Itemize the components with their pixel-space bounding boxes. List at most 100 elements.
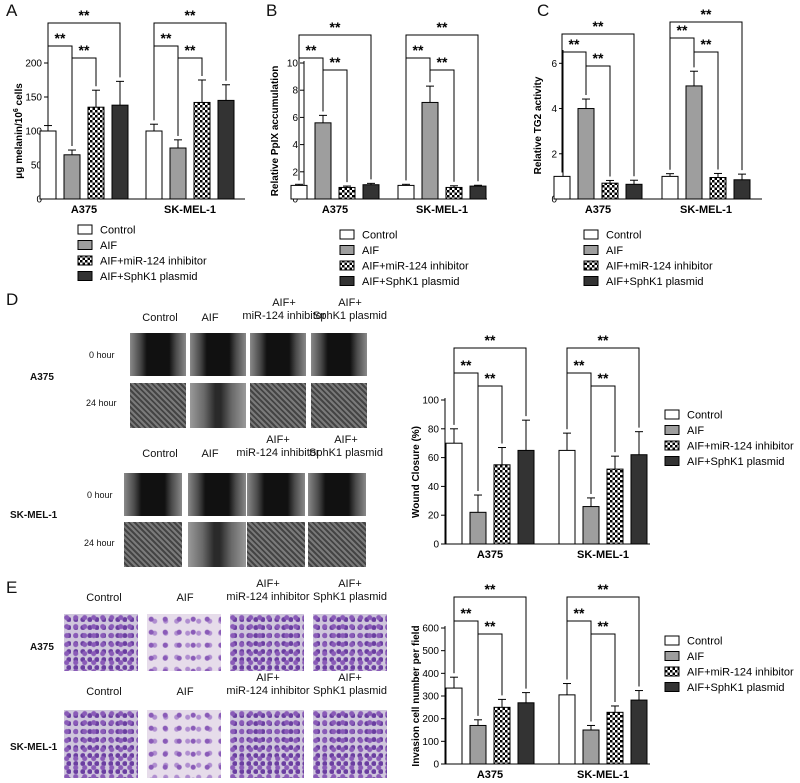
bar-D-A375-3 xyxy=(517,449,535,545)
panel-letter-d: D xyxy=(6,290,19,309)
legend-label: AIF+miR-124 inhibitor xyxy=(687,441,794,453)
bar-A-SK-MEL-1-0 xyxy=(145,130,163,200)
significance-marker: ** xyxy=(593,18,604,34)
bar-B-SK-MEL-1-0 xyxy=(397,184,415,200)
significance-bracket xyxy=(477,385,503,492)
significance-bracket xyxy=(566,347,640,430)
y-tick-label: 20 xyxy=(428,511,440,522)
y-tick-label: 500 xyxy=(422,646,439,657)
y-tick-label: 10 xyxy=(287,59,299,70)
x-category-label: A375 xyxy=(322,204,348,216)
legend-swatch xyxy=(339,245,355,255)
col-header-inhibitor-e2: AIF+ miR-124 inhibitor xyxy=(226,672,310,697)
significance-marker: ** xyxy=(185,42,196,58)
panel-letter-b: B xyxy=(266,1,278,20)
significance-bracket xyxy=(405,34,479,182)
col-header-sphk1-a375: AIF+ SphK1 plasmid xyxy=(313,297,387,322)
bar-B-SK-MEL-1-1 xyxy=(421,101,439,200)
significance-bracket xyxy=(71,57,97,147)
y-axis-label: Relative TG2 activity xyxy=(533,76,544,174)
legend-label: AIF+miR-124 inhibitor xyxy=(362,261,469,273)
panel-letter-a: A xyxy=(6,1,18,20)
col-header-aif-e1: AIF xyxy=(176,592,194,604)
y-tick-label: 80 xyxy=(428,424,440,435)
significance-bracket xyxy=(153,45,179,136)
legend-swatch xyxy=(77,271,93,281)
significance-marker: ** xyxy=(413,42,424,58)
legend-swatch xyxy=(339,276,355,286)
col-header-inhibitor-a375: AIF+ miR-124 inhibitor xyxy=(242,297,326,322)
bar-A-SK-MEL-1-1 xyxy=(169,147,187,200)
significance-bracket xyxy=(693,51,719,170)
significance-marker: ** xyxy=(79,7,90,23)
wound-photo-skmel-24h xyxy=(124,522,182,567)
legend-label: AIF+SphK1 plasmid xyxy=(687,682,785,694)
significance-marker: ** xyxy=(574,357,585,373)
legend-label: Control xyxy=(100,225,135,237)
bar-E-SK-MEL-1-3 xyxy=(630,699,648,765)
wound-photo-skmel-0h xyxy=(308,473,366,516)
panel-letter-e: E xyxy=(6,578,18,597)
bar-C-SK-MEL-1-2 xyxy=(709,177,727,200)
significance-bracket xyxy=(153,22,227,121)
y-tick-label: 4 xyxy=(551,104,557,115)
significance-bracket xyxy=(561,33,635,177)
significance-marker: ** xyxy=(306,42,317,58)
bar-A-A375-0 xyxy=(39,130,57,200)
bar-D-SK-MEL-1-2 xyxy=(606,468,624,545)
bar-A-A375-3 xyxy=(111,104,129,200)
significance-marker: ** xyxy=(701,36,712,52)
y-tick-label: 200 xyxy=(25,59,42,70)
legend-swatch xyxy=(583,229,599,240)
col-header-control-e2: Control xyxy=(86,686,122,698)
col-header-sphk1-e2: AIF+ SphK1 plasmid xyxy=(313,672,387,697)
significance-marker: ** xyxy=(485,370,496,386)
significance-marker: ** xyxy=(161,30,172,46)
y-tick-label: 4 xyxy=(292,140,298,151)
y-tick-label: 300 xyxy=(422,692,439,703)
y-tick-label: 6 xyxy=(292,113,298,124)
y-axis-label: Wound Closure (%) xyxy=(411,426,422,518)
significance-marker: ** xyxy=(677,22,688,38)
x-category-label: A375 xyxy=(585,204,611,216)
legend-label: Control xyxy=(687,636,722,648)
y-tick-label: 100 xyxy=(422,396,439,407)
y-axis-label: Relative PpIX accumulation xyxy=(270,66,281,197)
significance-marker: ** xyxy=(485,581,496,597)
significance-marker: ** xyxy=(598,581,609,597)
bar-D-SK-MEL-1-0 xyxy=(558,449,576,545)
legend-label: AIF+SphK1 plasmid xyxy=(606,276,704,288)
legend-swatch xyxy=(664,666,680,677)
x-category-label: SK-MEL-1 xyxy=(577,769,629,781)
y-axis-label: μg melanin/106 cells xyxy=(13,83,25,179)
legend-label: AIF+SphK1 plasmid xyxy=(687,456,785,468)
significance-marker: ** xyxy=(461,357,472,373)
panel-letter-c: C xyxy=(537,1,550,20)
significance-bracket xyxy=(590,633,616,722)
significance-marker: ** xyxy=(461,605,472,621)
wound-photo-skmel-24h xyxy=(247,522,305,567)
y-tick-label: 40 xyxy=(428,482,440,493)
col-header-control-a375: Control xyxy=(142,312,178,324)
invasion-photo-skmel xyxy=(230,710,304,778)
wound-photo-skmel-0h xyxy=(124,473,182,516)
bar-C-A375-1 xyxy=(577,108,595,200)
wound-photo-a375-24h xyxy=(250,383,306,428)
legend-swatch xyxy=(664,682,680,692)
invasion-photo-a375 xyxy=(230,614,304,671)
legend-swatch xyxy=(664,635,680,646)
significance-bracket xyxy=(177,57,203,136)
bar-E-A375-3 xyxy=(517,702,535,765)
y-tick-label: 8 xyxy=(292,86,298,97)
bar-D-A375-2 xyxy=(493,464,511,545)
y-tick-label: 0 xyxy=(433,540,439,551)
significance-marker: ** xyxy=(55,30,66,46)
significance-marker: ** xyxy=(185,7,196,23)
bar-B-A375-0 xyxy=(290,184,308,200)
time-label-0h-skmel: 0 hour xyxy=(87,490,113,500)
wound-photo-a375-0h xyxy=(311,333,367,376)
x-category-label: SK-MEL-1 xyxy=(680,204,732,216)
significance-marker: ** xyxy=(569,36,580,52)
col-header-aif-a375: AIF xyxy=(201,312,219,324)
